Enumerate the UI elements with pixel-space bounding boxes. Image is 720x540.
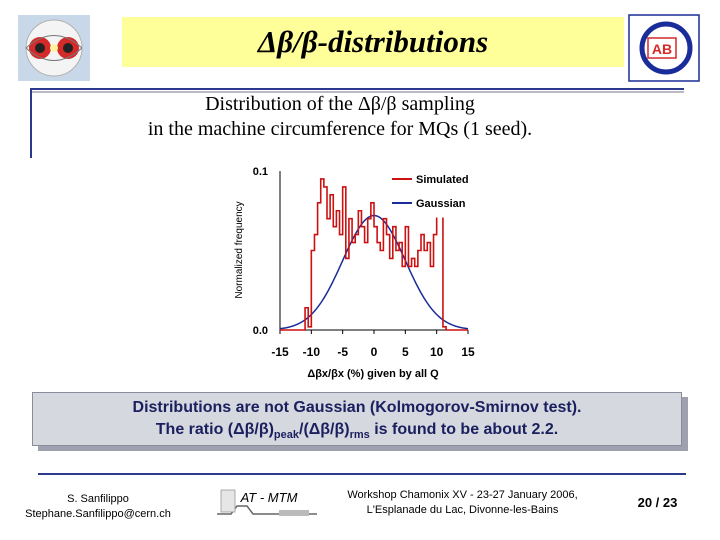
- legend-gaussian-label: Gaussian: [416, 198, 466, 210]
- y-tick-label: 0.0: [253, 325, 268, 337]
- series-group: [279, 178, 469, 331]
- gaussian-series-line: [279, 214, 469, 330]
- author-email: Stephane.Sanfilippo@cern.ch: [25, 508, 171, 520]
- legend-box: [385, 166, 487, 218]
- x-tick-label: 10: [430, 345, 444, 359]
- note-line-2: The ratio (Δβ/β)peak/(Δβ/β)rms is found …: [33, 419, 681, 446]
- author-block: S. Sanfilippo Stephane.Sanfilippo@cern.c…: [18, 492, 178, 522]
- note-ratio-b: /(Δβ/β): [299, 421, 350, 438]
- group-logo: AT - MTM: [213, 484, 323, 522]
- workshop-line-2: L'Esplanade du Lac, Divonne-les-Bains: [366, 504, 559, 516]
- x-tick-label: -15: [271, 345, 289, 359]
- x-tick-label: 5: [402, 345, 409, 359]
- y-axis-label: Normalized frequency: [234, 201, 245, 298]
- ab-logo-label: AB: [652, 41, 672, 57]
- y-tick-label: 0.1: [253, 166, 268, 178]
- plot-frame: [279, 171, 468, 331]
- subtitle-line-2: in the machine circumference for MQs (1 …: [147, 118, 533, 140]
- note-line-1: Distributions are not Gaussian (Kolmogor…: [132, 399, 582, 416]
- subtitle-line-1: Distribution of the Δβ/β sampling: [205, 93, 475, 115]
- x-tick-label: 15: [461, 345, 475, 359]
- subtitle: Distribution of the Δβ/β sampling in the…: [60, 92, 620, 142]
- x-tick-label: 0: [371, 345, 378, 359]
- footer-rule: [38, 473, 686, 475]
- note-sub-peak: peak: [273, 429, 299, 442]
- title-rule-shadow: [30, 91, 684, 93]
- workshop-line-1: Workshop Chamonix XV - 23-27 January 200…: [347, 489, 578, 501]
- lhc-logo: [18, 15, 90, 81]
- note-ratio-c: is found to be about 2.2.: [369, 421, 559, 438]
- note-box: Distributions are not Gaussian (Kolmogor…: [32, 392, 682, 446]
- group-label: AT - MTM: [240, 490, 298, 505]
- legend: Simulated Gaussian: [385, 166, 487, 218]
- slide-title: Δβ/β-distributions: [257, 24, 489, 59]
- x-tick-label: -5: [337, 345, 348, 359]
- x-axis-label: Δβx/βx (%) given by all Q: [307, 368, 439, 380]
- note-sub-rms: rms: [349, 429, 370, 442]
- side-rule: [30, 88, 32, 158]
- note-ratio-a: The ratio (Δβ/β): [155, 421, 274, 438]
- tick-labels: -15 -10 -5 0 5 10 15 0.1 0.0: [253, 166, 475, 359]
- title-rule: [30, 88, 684, 90]
- page-number: 20 / 23: [637, 495, 678, 510]
- x-tick-label: -10: [303, 345, 321, 359]
- ab-logo: AB: [628, 14, 700, 82]
- simulated-series-line: [280, 178, 468, 331]
- workshop-block: Workshop Chamonix XV - 23-27 January 200…: [320, 488, 605, 518]
- author-name: S. Sanfilippo: [67, 493, 129, 505]
- legend-simulated-label: Simulated: [416, 174, 469, 186]
- title-banner: Δβ/β-distributions: [122, 17, 624, 67]
